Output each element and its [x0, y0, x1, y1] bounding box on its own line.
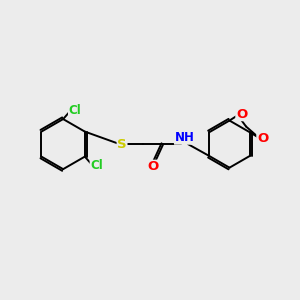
Text: S: S	[117, 138, 127, 151]
Text: O: O	[257, 132, 268, 145]
Text: Cl: Cl	[90, 159, 103, 172]
Text: O: O	[147, 160, 159, 173]
Text: NH: NH	[175, 131, 194, 144]
Text: O: O	[236, 108, 247, 121]
Text: Cl: Cl	[68, 104, 81, 117]
